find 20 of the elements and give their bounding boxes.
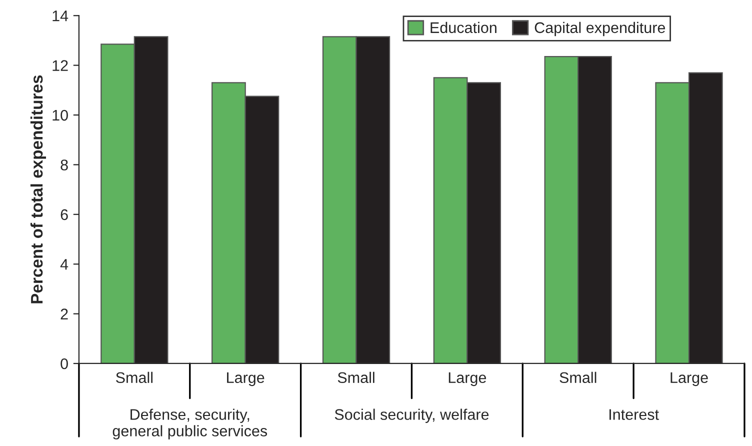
text: Defense, security, general public services	[112, 408, 268, 440]
x-tick-label: Small	[560, 372, 596, 384]
y-tick-label: 8	[60, 160, 68, 170]
y-axis-title: Percent of total expenditures	[30, 75, 46, 304]
x-tick-label: Large	[227, 372, 264, 386]
x-tick-label: Large	[670, 372, 708, 386]
y-tick-label: 14	[52, 10, 68, 22]
y-tick-label: 6	[60, 209, 68, 220]
text: Interest	[609, 409, 659, 420]
x-tick-label: Large	[448, 372, 486, 386]
x-tick-label: Small	[116, 372, 152, 384]
legend-label: Capital expenditure	[534, 22, 666, 36]
y-tick-label: 10	[52, 110, 68, 121]
x-tick-label: Small	[338, 372, 374, 384]
y-tick-label: 4	[60, 259, 68, 270]
legend-label: Education	[430, 22, 496, 34]
y-tick-label: 12	[52, 60, 68, 71]
text: Social security, welfare	[334, 408, 489, 423]
y-tick-label: 0	[60, 358, 68, 370]
y-tick-label: 2	[60, 308, 68, 320]
